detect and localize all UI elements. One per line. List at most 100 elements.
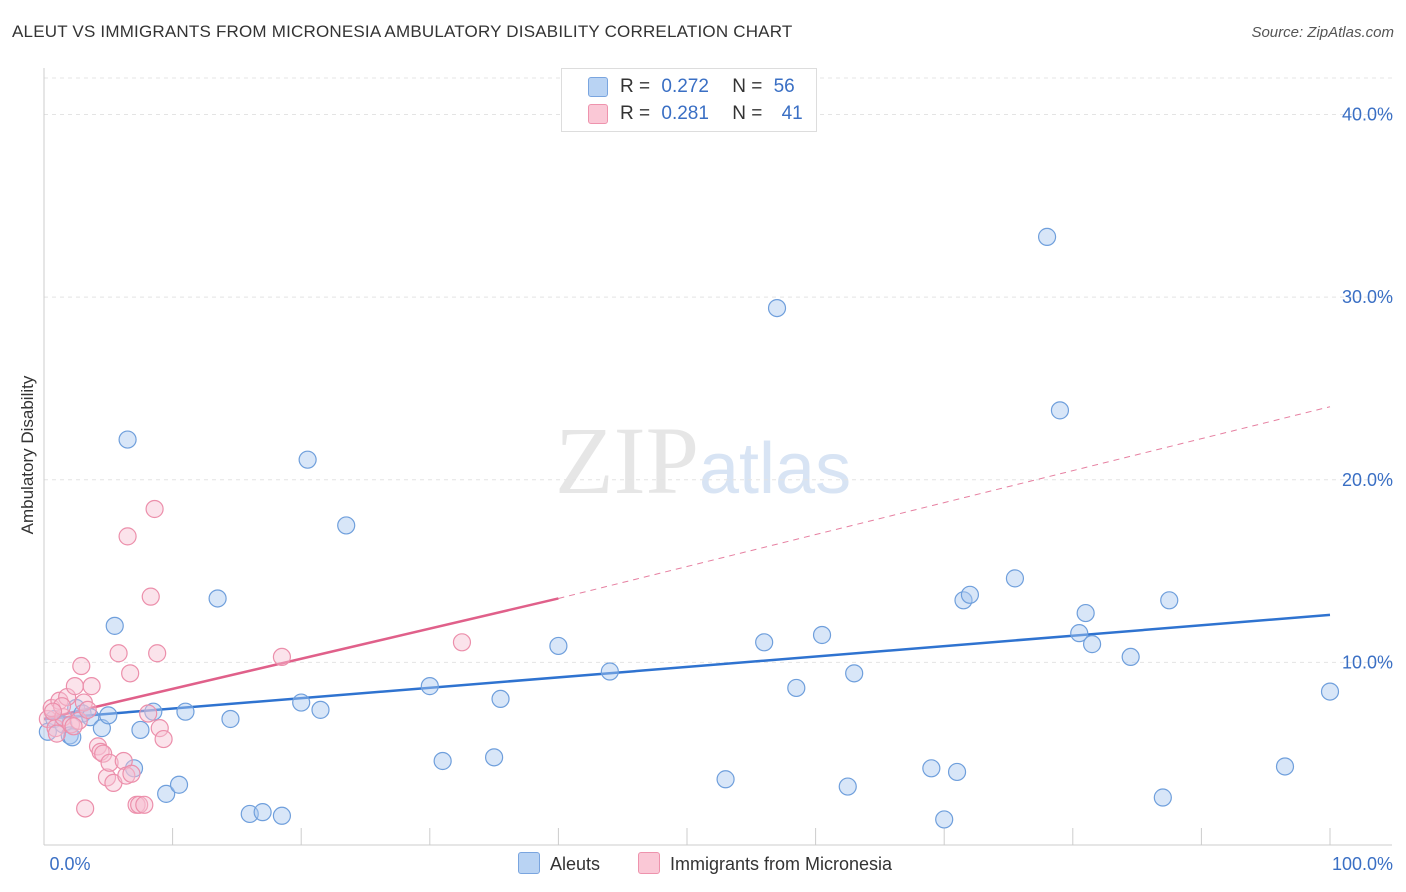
watermark-zip: ZIP [555, 407, 699, 514]
aleut-point [787, 678, 806, 698]
legend-r-label: R = [620, 103, 651, 124]
x-tick-label-right: 100.0% [1332, 854, 1393, 874]
source-label: Source: ZipAtlas.com [1251, 24, 1394, 41]
aleut-point [221, 709, 240, 729]
aleut-point [1070, 624, 1089, 643]
legend-n-label: N = [732, 76, 763, 97]
bottom-legend-aleuts[interactable]: Aleuts [518, 852, 600, 875]
aleut-point [755, 633, 774, 652]
aleut-point [1121, 647, 1140, 667]
aleut-point [960, 585, 980, 604]
y-tick-label: 40.0% [1342, 105, 1393, 125]
micronesia-point [82, 677, 101, 696]
aleuts-trend-line [43, 613, 1331, 721]
aleut-point [1160, 591, 1179, 610]
aleut-point [420, 677, 439, 696]
legend-swatch-micronesia [588, 104, 608, 124]
micronesia-point [94, 744, 113, 763]
aleut-point [767, 299, 787, 318]
aleut-point [1082, 635, 1102, 654]
micronesia-point [154, 729, 173, 749]
micronesia-point [47, 724, 66, 743]
aleut-point [433, 751, 452, 771]
aleut-point [157, 784, 176, 803]
watermark-atlas: atlas [699, 429, 852, 509]
micronesia-trend-line [43, 597, 559, 721]
series-micronesia [38, 499, 472, 818]
tick-labels: 10.0% 20.0% 30.0% 40.0% 0.0% 100.0% [49, 105, 1393, 874]
axes [43, 68, 1392, 846]
legend-swatch-aleuts [588, 77, 608, 97]
legend-r-value-micronesia: 0.281 [661, 103, 709, 124]
x-tick-label-left: 0.0% [49, 854, 90, 874]
micronesia-point [78, 700, 97, 719]
micronesia-point [135, 795, 154, 814]
aleut-point [838, 777, 857, 796]
aleut-point [1153, 788, 1172, 807]
aleut-point [1050, 401, 1070, 420]
legend-n-label: N = [732, 103, 763, 124]
aleut-point [845, 664, 864, 683]
micronesia-point [76, 799, 95, 818]
micronesia-point [72, 656, 91, 676]
bottom-legend-swatch-aleuts [518, 852, 540, 874]
micronesia-point [65, 677, 84, 696]
data-points [38, 227, 1340, 829]
aleut-point [292, 693, 311, 712]
aleut-point [1076, 603, 1095, 623]
micronesia-point [272, 647, 292, 667]
micronesia-point [145, 499, 164, 519]
micronesia-point [141, 587, 160, 606]
micronesia-point [130, 795, 149, 814]
micronesia-trend-extension [558, 406, 1331, 599]
trend-lines [43, 406, 1331, 721]
aleut-point [118, 430, 137, 449]
micronesia-point [52, 697, 72, 716]
aleut-point [812, 625, 832, 645]
micronesia-point [122, 764, 141, 783]
micronesia-point [139, 704, 158, 723]
series-aleuts [38, 227, 1340, 829]
aleut-point [947, 762, 967, 782]
y-tick-label: 10.0% [1342, 652, 1393, 672]
aleut-point [131, 720, 150, 740]
aleut-point [716, 770, 735, 789]
aleut-point [1005, 569, 1025, 588]
bottom-legend-label-micronesia: Immigrants from Micronesia [670, 854, 893, 874]
micronesia-point [64, 717, 83, 736]
zipatlas-watermark: ZIPatlas [555, 405, 851, 516]
aleut-point [491, 689, 510, 709]
aleut-point [922, 759, 941, 778]
aleut-point [1037, 227, 1057, 246]
micronesia-point [118, 527, 137, 546]
aleut-point [298, 450, 317, 469]
aleut-point [935, 810, 954, 829]
micronesia-point [148, 644, 167, 663]
aleut-point [337, 516, 356, 535]
chart-title: ALEUT VS IMMIGRANTS FROM MICRONESIA AMBU… [12, 22, 793, 41]
aleut-point [208, 589, 227, 608]
aleut-point [1275, 757, 1295, 776]
aleut-point [169, 775, 189, 794]
bottom-legend-swatch-micronesia [638, 852, 660, 874]
y-tick-label: 20.0% [1342, 470, 1393, 490]
bottom-legend-micronesia[interactable]: Immigrants from Micronesia [638, 852, 892, 875]
legend-r-label: R = [620, 76, 651, 97]
y-tick-label: 30.0% [1342, 287, 1393, 307]
aleut-point [105, 616, 124, 635]
aleut-point [253, 803, 272, 822]
micronesia-point [43, 702, 63, 721]
micronesia-point [150, 719, 169, 738]
aleut-point [311, 700, 330, 719]
micronesia-point [100, 753, 119, 772]
legend-n-value-micronesia: 41 [781, 103, 803, 124]
correlation-legend: R = 0.272 N = 56 R = 0.281 N = 41 [561, 68, 817, 132]
aleut-point [176, 702, 195, 721]
micronesia-point [121, 664, 140, 683]
legend-r-value-aleuts: 0.272 [661, 76, 709, 97]
aleut-point [99, 706, 118, 725]
aleut-point [1320, 682, 1340, 701]
aleut-point [549, 636, 568, 656]
aleut-point [272, 806, 292, 825]
